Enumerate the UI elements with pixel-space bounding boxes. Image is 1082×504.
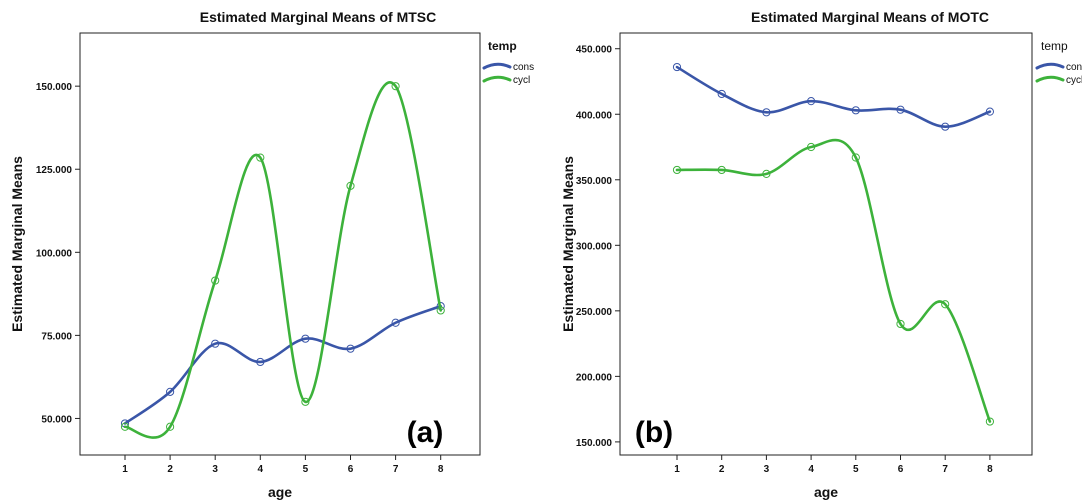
data-point-cons xyxy=(762,108,771,117)
plot-frame xyxy=(79,32,481,456)
data-point-cycl xyxy=(762,169,771,178)
legend-title: temp xyxy=(488,39,517,53)
legend-label-cons: cons xyxy=(513,62,534,73)
data-point-cycl xyxy=(941,300,950,309)
data-point-cycl xyxy=(301,397,310,406)
data-point-cycl xyxy=(672,165,682,175)
legend: temp cons cycl xyxy=(482,39,534,86)
x-tick-label: 5 xyxy=(303,464,309,475)
data-point-cycl xyxy=(120,422,130,431)
x-tick-label: 4 xyxy=(258,464,264,475)
data-point-cons xyxy=(807,97,816,106)
y-tick-label: 125.000 xyxy=(36,165,73,176)
data-point-cons xyxy=(256,357,265,367)
x-axis-title: age xyxy=(268,484,292,500)
y-axis-title: Estimated Marginal Means xyxy=(9,156,25,332)
y-tick-label: 50.000 xyxy=(41,414,72,425)
data-point-cycl xyxy=(717,165,726,175)
x-tick-label: 1 xyxy=(674,464,680,475)
y-tick-label: 300.000 xyxy=(576,241,613,252)
data-point-cons xyxy=(985,107,995,116)
x-tick-label: 2 xyxy=(719,464,725,475)
chart-panel-a: Estimated Marginal Means of MTSC50.00075… xyxy=(9,9,534,500)
data-point-cycl xyxy=(896,319,905,329)
data-point-cycl xyxy=(391,82,400,91)
chart-title: Estimated Marginal Means of MOTC xyxy=(751,9,989,25)
legend-label-cycl: cycl xyxy=(1066,75,1082,86)
panel-label: (b) xyxy=(635,416,673,449)
y-tick-label: 400.000 xyxy=(576,110,613,121)
legend-label-cycl: cycl xyxy=(513,75,530,86)
data-point-cons xyxy=(391,318,400,327)
y-tick-label: 75.000 xyxy=(41,331,72,342)
legend-swatch-cons xyxy=(482,62,512,70)
y-tick-label: 100.000 xyxy=(36,248,73,259)
legend-swatch-cycl xyxy=(1035,75,1065,83)
y-tick-label: 450.000 xyxy=(576,45,613,56)
data-point-cons xyxy=(941,122,950,131)
data-point-cycl xyxy=(851,153,860,162)
x-tick-label: 4 xyxy=(808,464,814,475)
chart-panel-b: Estimated Marginal Means of MOTC 150.000 2… xyxy=(560,9,1082,500)
x-tick-label: 1 xyxy=(122,464,128,475)
data-point-cons xyxy=(672,62,682,72)
data-point-cons xyxy=(896,105,905,114)
data-point-cons xyxy=(301,334,310,343)
panel-label: (a) xyxy=(407,416,444,449)
series-line-cycl xyxy=(123,81,442,439)
data-point-cycl xyxy=(436,306,445,315)
x-axis-title: age xyxy=(814,484,838,500)
y-tick-label: 250.000 xyxy=(576,307,613,318)
data-point-cons xyxy=(346,344,355,353)
x-tick-label: 6 xyxy=(898,464,904,475)
data-point-cons xyxy=(717,89,726,99)
legend-label-cons: cons xyxy=(1066,62,1082,73)
legend-title: temp xyxy=(1041,39,1068,53)
data-point-cycl xyxy=(346,181,355,190)
legend: temp cons cycl xyxy=(1035,39,1082,86)
y-tick-label: 150.000 xyxy=(576,438,613,449)
x-tick-label: 7 xyxy=(393,464,399,475)
data-point-cycl xyxy=(985,417,995,426)
y-axis-title: Estimated Marginal Means xyxy=(560,156,576,332)
data-point-cons xyxy=(166,387,175,396)
chart-title: Estimated Marginal Means of MTSC xyxy=(200,9,436,25)
x-tick-label: 7 xyxy=(942,464,948,475)
data-point-cons xyxy=(851,106,860,115)
data-point-cons xyxy=(211,339,220,348)
x-tick-label: 8 xyxy=(438,464,444,475)
x-tick-label: 3 xyxy=(764,464,770,475)
series-line-cycl xyxy=(675,138,992,423)
plot-frame xyxy=(619,32,1033,456)
legend-swatch-cons xyxy=(1035,62,1065,70)
x-tick-label: 3 xyxy=(212,464,218,475)
data-point-cycl xyxy=(807,142,816,152)
data-point-cycl xyxy=(211,276,220,285)
data-point-cycl xyxy=(166,422,175,431)
x-tick-label: 2 xyxy=(167,464,173,475)
x-tick-label: 8 xyxy=(987,464,993,475)
y-tick-label: 350.000 xyxy=(576,176,613,187)
data-point-cycl xyxy=(256,153,265,162)
legend-swatch-cycl xyxy=(482,75,512,83)
series-line-cons xyxy=(123,304,442,425)
x-tick-label: 6 xyxy=(348,464,354,475)
y-tick-label: 200.000 xyxy=(576,372,613,383)
x-tick-label: 5 xyxy=(853,464,859,475)
y-tick-label: 150.000 xyxy=(36,82,73,93)
